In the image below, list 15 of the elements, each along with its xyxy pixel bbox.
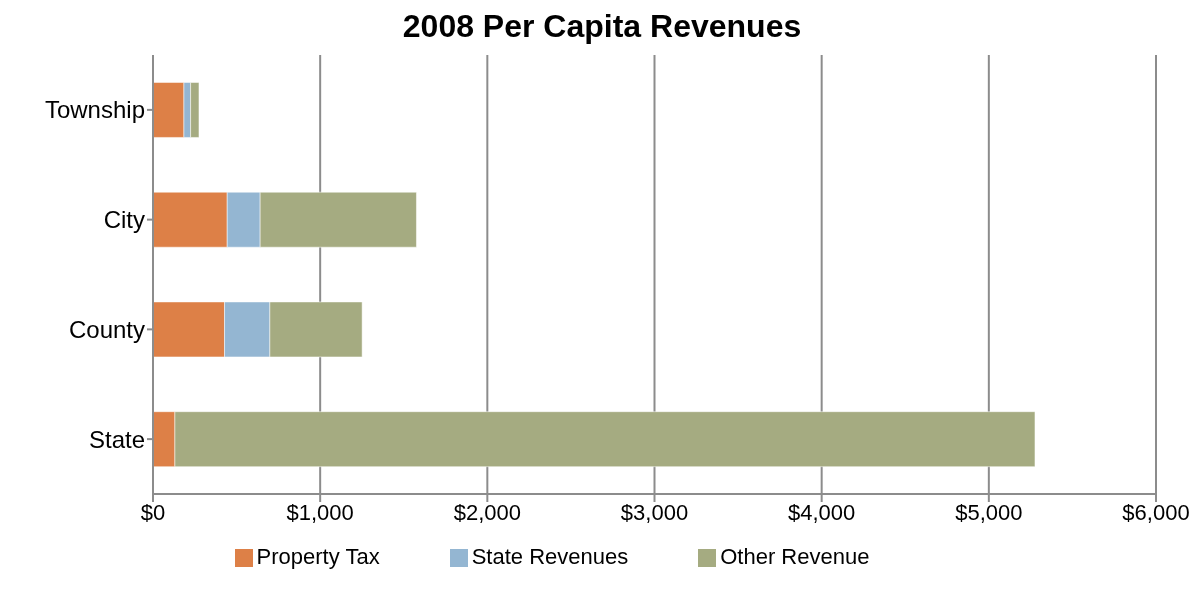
y-tick-label: City [103,206,145,234]
x-tick-label: $1,000 [286,499,354,525]
y-tick-label: County [68,315,145,343]
legend-label: State Revenues [471,544,629,569]
legend-label: Other Revenue [720,544,870,569]
x-tick-label: $5,000 [955,499,1023,525]
chart-title: 2008 Per Capita Revenues [401,8,803,45]
x-tick-label: $2,000 [453,499,521,525]
legend-label: Property Tax [256,544,380,569]
x-tick-label: $4,000 [788,499,856,525]
x-tick-label: $3,000 [620,499,689,525]
x-tick-label: $6,000 [1122,499,1190,525]
y-tick-label: State [88,425,145,453]
y-tick-label: Township [44,96,145,124]
x-tick-label: $0 [140,499,166,525]
